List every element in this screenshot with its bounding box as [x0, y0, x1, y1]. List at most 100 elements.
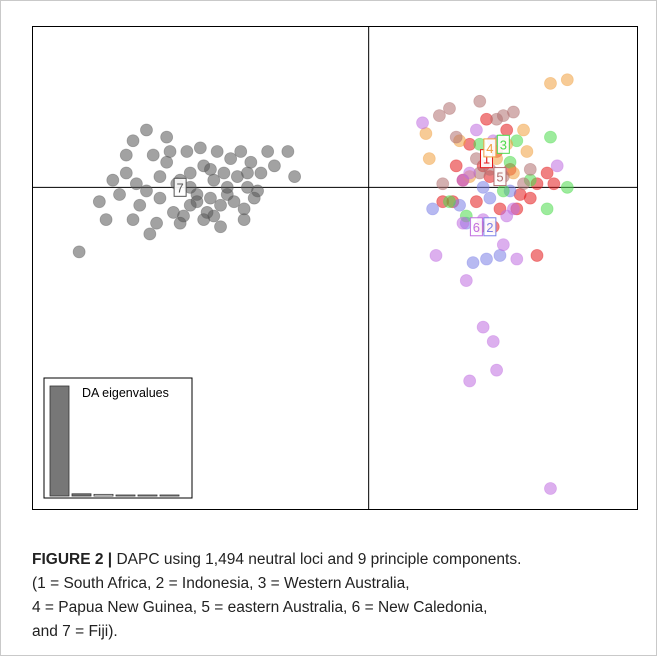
data-point-group-7: [146, 148, 160, 162]
group-label-box-2: [483, 217, 497, 237]
data-point-group-7: [113, 188, 126, 201]
data-point-group-7: [214, 220, 227, 234]
data-point-group-5: [432, 109, 446, 123]
data-point-group-6: [510, 252, 524, 266]
data-point-group-7: [99, 213, 113, 227]
data-point-group-3: [544, 130, 557, 144]
data-point-group-7: [153, 191, 167, 205]
data-point-group-1: [523, 191, 537, 205]
data-point-group-7: [129, 177, 143, 191]
data-point-group-7: [234, 145, 248, 158]
dapc-scatter-plot: 7 1 2 3 4 5 6 DA eigenvalues: [32, 26, 638, 510]
data-point-group-7: [150, 216, 163, 230]
data-point-group-7: [207, 173, 221, 187]
data-point-group-3: [540, 202, 554, 216]
caption-line-2: (1 = South Africa, 2 = Indonesia, 3 = We…: [32, 575, 410, 592]
data-point-group-7: [204, 163, 217, 176]
data-point-group-7: [126, 213, 140, 227]
inset-title: DA eigenvalues: [82, 386, 169, 400]
data-point-group-6: [429, 249, 443, 262]
data-point-group-5: [449, 130, 463, 144]
data-point-group-7: [119, 148, 133, 162]
data-point-group-7: [143, 227, 157, 241]
data-point-group-7: [177, 209, 190, 223]
data-point-group-5: [473, 94, 487, 108]
data-point-group-2: [493, 249, 507, 262]
data-point-group-7: [217, 166, 231, 180]
data-point-group-6: [544, 482, 557, 495]
group-label-7: 7: [177, 180, 184, 195]
data-point-group-7: [261, 145, 275, 158]
data-point-group-4: [419, 127, 433, 140]
data-point-group-1: [500, 123, 514, 137]
data-point-group-7: [210, 145, 224, 158]
data-point-group-7: [163, 145, 177, 158]
data-point-group-7: [237, 202, 251, 216]
group-label-6: 6: [473, 220, 480, 235]
data-point-group-3: [496, 184, 510, 198]
data-point-group-7: [254, 166, 268, 180]
group-label-box-3: [496, 134, 510, 154]
data-point-group-7: [140, 184, 153, 198]
data-point-group-7: [190, 195, 204, 209]
data-point-group-7: [119, 166, 133, 180]
data-point-group-2: [480, 252, 493, 266]
group-label-box-5: [493, 167, 507, 187]
data-point-group-6: [496, 238, 510, 252]
data-point-group-6: [507, 202, 520, 216]
data-point-group-6: [459, 274, 473, 287]
group-label-3: 3: [500, 137, 507, 152]
data-point-group-7: [160, 130, 174, 144]
data-point-group-4: [560, 73, 574, 87]
data-point-group-6: [456, 216, 470, 230]
group-label-box-4: [483, 138, 497, 158]
eigenvalue-bar: [49, 385, 70, 497]
data-point-group-7: [126, 134, 140, 148]
data-point-group-6: [469, 123, 483, 137]
data-point-group-5: [523, 163, 537, 176]
data-point-group-7: [227, 195, 241, 209]
data-point-group-7: [207, 209, 221, 223]
data-point-group-7: [251, 184, 264, 198]
data-point-group-6: [416, 116, 429, 130]
data-point-group-7: [288, 170, 302, 183]
data-point-group-7: [133, 198, 147, 212]
data-point-group-6: [476, 320, 490, 334]
data-point-group-5: [443, 102, 456, 115]
data-point-group-1: [530, 249, 544, 262]
data-point-group-7: [183, 166, 197, 180]
eigenvalue-bar: [159, 494, 180, 497]
group-label-5: 5: [496, 170, 503, 185]
data-point-group-2: [426, 202, 440, 216]
data-point-group-6: [463, 374, 477, 388]
data-point-group-5: [517, 177, 530, 191]
data-point-group-6: [490, 363, 504, 377]
group-label-2: 2: [486, 220, 493, 235]
data-point-group-7: [106, 173, 120, 187]
data-point-group-4: [520, 145, 534, 158]
data-point-group-3: [443, 195, 456, 209]
eigenvalue-bar: [71, 493, 92, 497]
data-point-group-1: [449, 159, 463, 173]
caption-line-4: and 7 = Fiji).: [32, 623, 118, 640]
data-point-group-6: [456, 173, 470, 187]
data-point-group-2: [466, 256, 480, 270]
data-point-group-7: [244, 155, 258, 169]
data-point-group-7: [281, 145, 295, 158]
data-point-group-7: [220, 180, 234, 194]
data-point-group-7: [224, 152, 238, 166]
group-label-1: 1: [483, 152, 490, 167]
data-point-group-7: [153, 170, 167, 183]
data-point-group-6: [486, 335, 500, 348]
data-point-group-5: [496, 109, 510, 123]
data-point-group-4: [422, 152, 436, 166]
eigenvalue-bar: [137, 494, 158, 497]
group-label-box-7: [173, 177, 187, 197]
plot-border: [32, 26, 638, 510]
data-point-group-7: [160, 155, 174, 169]
data-point-group-4: [544, 76, 557, 90]
data-point-group-7: [140, 123, 153, 137]
data-point-group-7: [237, 213, 251, 227]
plot-svg: 7 1 2 345 6 DA eigenvalues: [32, 26, 638, 510]
figure-caption: FIGURE 2 | DAPC using 1,494 neutral loci…: [32, 548, 632, 644]
